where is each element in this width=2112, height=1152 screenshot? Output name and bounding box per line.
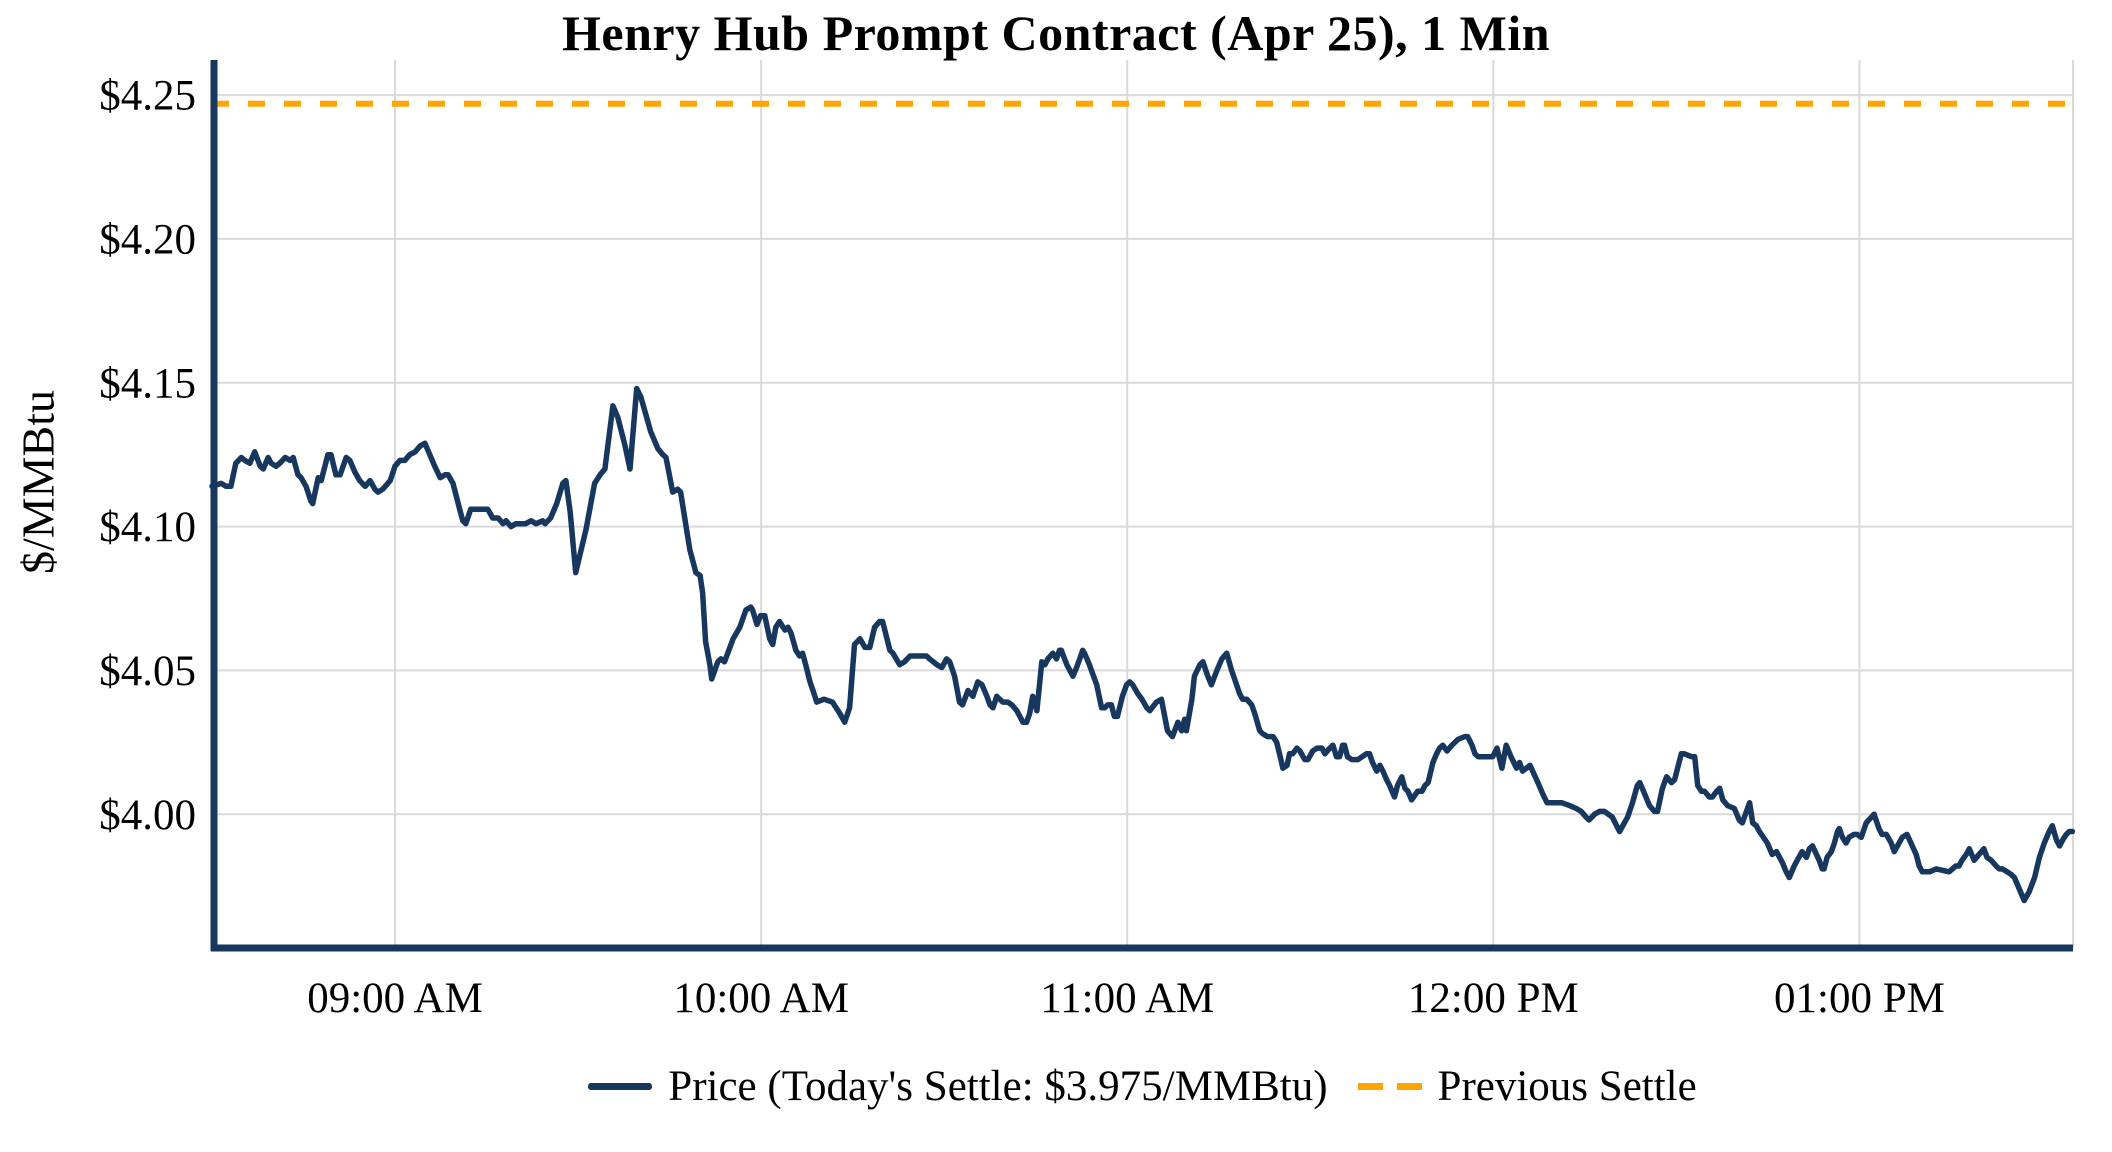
x-tick-label: 09:00 AM bbox=[307, 975, 483, 1022]
price-series bbox=[209, 385, 2076, 904]
x-tick-labels: 09:00 AM 10:00 AM 11:00 AM 12:00 PM 01:00 PM bbox=[307, 975, 1945, 1022]
x-tick-label: 01:00 PM bbox=[1774, 975, 1945, 1022]
x-gridlines bbox=[394, 60, 1861, 948]
legend-prev-settle-label: Previous Settle bbox=[1437, 1062, 1697, 1110]
price-line-swatch-icon bbox=[588, 1082, 653, 1090]
legend-price-label: Price (Today's Settle: $3.975/MMBtu) bbox=[668, 1062, 1328, 1110]
chart-title: Henry Hub Prompt Contract (Apr 25), 1 Mi… bbox=[561, 5, 1551, 61]
price-line bbox=[209, 385, 2076, 904]
y-tick-label: $4.00 bbox=[99, 792, 196, 839]
y-tick-label: $4.25 bbox=[99, 73, 196, 120]
previous-settle-dash-swatch-icon bbox=[1357, 1082, 1422, 1090]
y-tick-label: $4.05 bbox=[99, 648, 196, 695]
y-tick-label: $4.20 bbox=[99, 217, 196, 264]
legend-item-previous-settle: Previous Settle bbox=[1357, 1062, 1697, 1111]
y-gridlines bbox=[212, 94, 2073, 816]
x-tick-label: 11:00 AM bbox=[1040, 975, 1214, 1022]
legend: Price (Today's Settle: $3.975/MMBtu) Pre… bbox=[212, 1056, 2073, 1116]
x-tick-label: 10:00 AM bbox=[673, 975, 849, 1022]
x-tick-label: 12:00 PM bbox=[1408, 975, 1579, 1022]
legend-item-price: Price (Today's Settle: $3.975/MMBtu) bbox=[588, 1062, 1328, 1111]
axes bbox=[210, 60, 2073, 952]
y-tick-label: $4.15 bbox=[99, 360, 196, 407]
y-tick-label: $4.10 bbox=[99, 504, 196, 551]
y-tick-labels: $4.25 $4.20 $4.15 $4.10 $4.05 $4.00 bbox=[99, 73, 196, 839]
